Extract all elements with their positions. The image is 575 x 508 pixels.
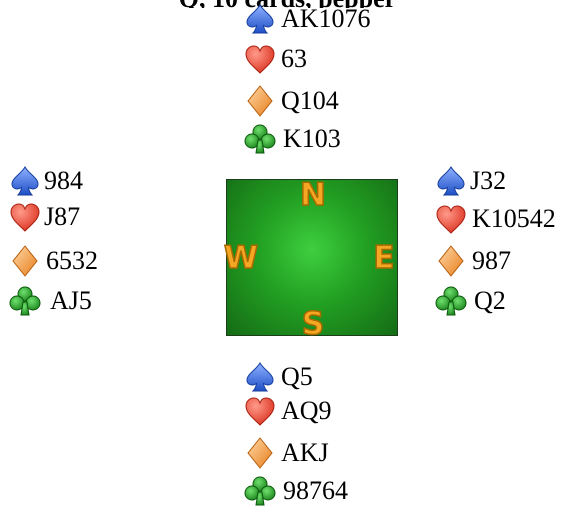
west-spades-cards: 984 xyxy=(44,166,83,195)
east-diamonds-cards: 987 xyxy=(472,246,511,275)
south-spades-cards: Q5 xyxy=(281,362,313,391)
east-spades-cards: J32 xyxy=(470,166,507,195)
south-hand: Q5 AQ9 AKJ 98764 xyxy=(243,360,403,507)
compass-south: S xyxy=(301,306,325,342)
diamond-icon xyxy=(243,84,277,118)
heart-icon xyxy=(243,394,277,428)
club-icon xyxy=(243,474,277,508)
club-icon xyxy=(434,284,468,318)
heart-icon xyxy=(243,42,277,76)
north-spades-cards: AK1076 xyxy=(281,4,371,33)
diamond-icon xyxy=(434,244,468,278)
south-hearts-cards: AQ9 xyxy=(281,396,332,425)
spade-icon xyxy=(434,164,468,198)
compass-west: W xyxy=(223,240,259,276)
north-hearts-cards: 63 xyxy=(281,44,307,73)
diamond-icon xyxy=(8,244,42,278)
south-diamonds-cards: AKJ xyxy=(281,438,329,467)
west-clubs-cards: AJ5 xyxy=(50,286,92,315)
west-hand: 984 J87 6532 AJ5 xyxy=(8,164,168,324)
west-diamonds-cards: 6532 xyxy=(46,246,98,275)
south-clubs-cards: 98764 xyxy=(283,476,348,505)
north-hand: AK1076 63 Q104 K103 xyxy=(243,2,403,162)
north-clubs-cards: K103 xyxy=(283,124,341,153)
compass-east: E xyxy=(373,240,396,276)
west-hearts-cards: J87 xyxy=(44,202,81,231)
compass-north: N xyxy=(299,177,326,213)
spade-icon xyxy=(243,360,277,394)
north-diamonds-cards: Q104 xyxy=(281,86,339,115)
east-clubs-cards: Q2 xyxy=(474,286,506,315)
east-hearts-cards: K10542 xyxy=(472,204,556,233)
club-icon xyxy=(8,284,42,318)
club-icon xyxy=(243,122,277,156)
spade-icon xyxy=(243,2,277,36)
diamond-icon xyxy=(243,436,277,470)
table-board: N W E S xyxy=(223,177,398,340)
spade-icon xyxy=(8,164,42,198)
header-text: Q, 10 cards, pepper xyxy=(0,0,575,8)
heart-icon xyxy=(8,200,42,234)
heart-icon xyxy=(434,202,468,236)
east-hand: J32 K10542 987 Q2 xyxy=(434,164,575,324)
